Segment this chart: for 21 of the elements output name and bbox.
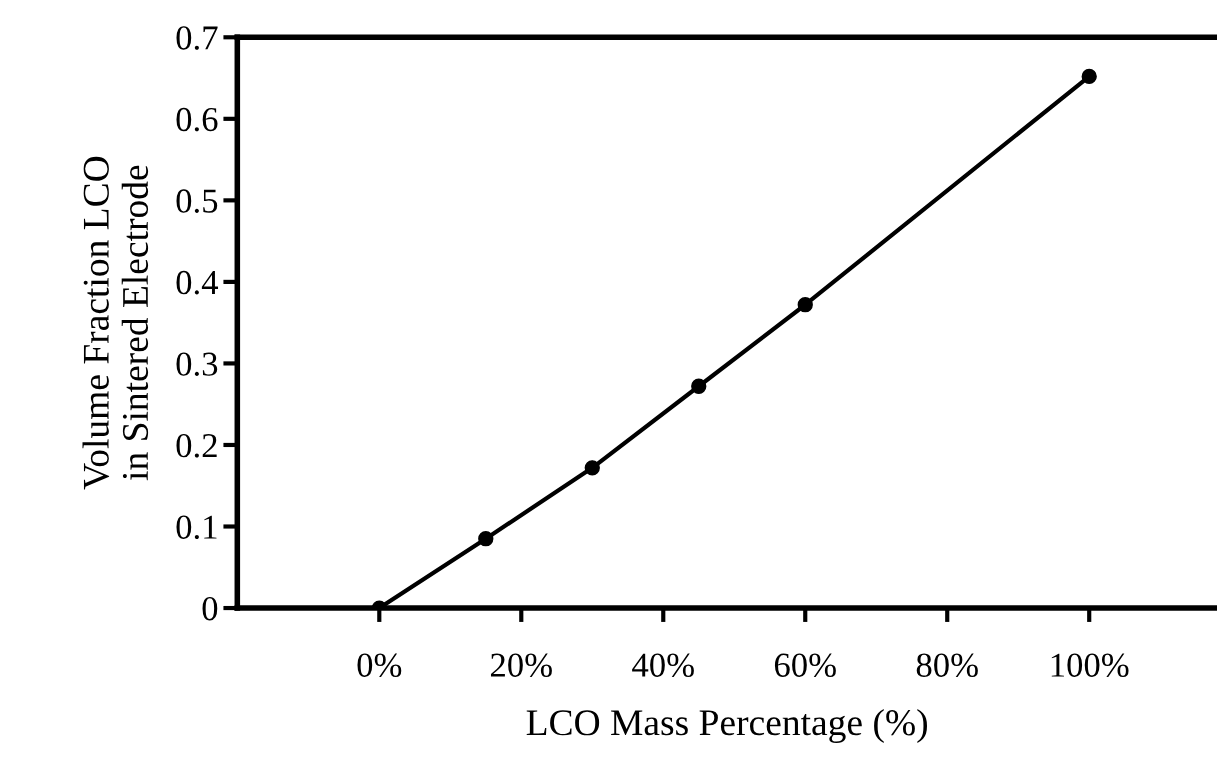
- x-tick-label: 40%: [632, 653, 694, 678]
- x-tick-label: 80%: [916, 653, 978, 678]
- y-tick-label: 0: [202, 597, 218, 621]
- y-tick-label: 0.2: [176, 433, 217, 458]
- point: [691, 378, 707, 394]
- x-tick-label: 20%: [490, 653, 552, 678]
- y-tick-label: 0.4: [176, 270, 219, 295]
- x-tick-label: 60%: [774, 653, 836, 678]
- y-tick-label: 0.7: [176, 26, 218, 50]
- y-axis-title: Volume Fraction LCO in Sintered Electrode: [82, 156, 149, 490]
- x-tick-label: 100%: [1051, 653, 1129, 678]
- x-axis-title: LCO Mass Percentage (%): [526, 708, 927, 744]
- x-tick-label: 0%: [357, 653, 402, 678]
- point: [1081, 68, 1097, 85]
- y-tick-label: 0.6: [176, 107, 218, 132]
- y-tick-label: 0.1: [176, 515, 217, 540]
- point: [797, 297, 813, 313]
- point: [478, 531, 494, 547]
- y-tick-label: 0.5: [176, 189, 218, 213]
- y-tick-label: 0.3: [176, 352, 218, 376]
- point: [584, 460, 600, 476]
